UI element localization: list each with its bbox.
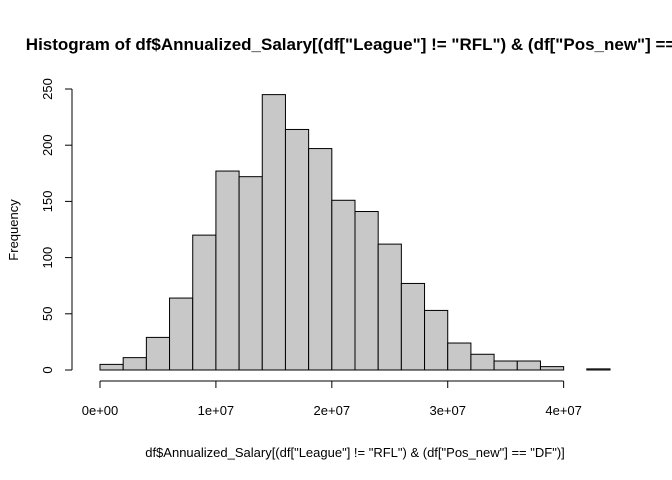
histogram-bar [354,211,379,371]
histogram-bar [586,368,611,371]
histogram-bar [447,342,472,371]
histogram-bar [377,243,402,371]
chart-title: Histogram of df$Annualized_Salary[(df["L… [26,35,672,54]
histogram-bar [493,360,518,371]
histogram-bar [424,309,449,371]
histogram-bar [539,366,565,371]
x-tick-label: 4e+07 [545,403,582,418]
x-tick-label: 3e+07 [429,403,466,418]
histogram-bar [400,282,426,371]
histogram-bar [169,297,194,371]
histogram-bar [192,234,217,371]
histogram-bar [261,94,286,371]
x-axis: 0e+00 1e+07 2e+07 3e+07 4e+07 [82,380,582,418]
x-tick-label: 2e+07 [314,403,351,418]
histogram-bar [122,357,147,371]
x-tick-label: 1e+07 [198,403,235,418]
y-tick-label: 100 [40,247,55,269]
histogram-bar [215,170,240,371]
histogram-bar [145,336,171,371]
histogram-bar [99,363,124,371]
histogram-bar [284,128,310,371]
y-tick-label: 150 [40,191,55,213]
y-tick-label: 0 [40,366,55,373]
histogram-bar [470,353,495,371]
y-tick-label: 250 [40,78,55,100]
histogram-bar [308,148,333,371]
y-axis-label: Frequency [6,199,21,261]
histogram-bars [99,94,611,371]
y-tick-label: 50 [40,307,55,321]
y-axis: 0 50 100 150 200 250 [40,78,73,374]
histogram-bar [331,199,356,371]
histogram-bar [238,176,263,371]
x-axis-label: df$Annualized_Salary[(df["League"] != "R… [145,445,565,460]
y-tick-label: 200 [40,134,55,156]
histogram-bar [516,360,541,371]
x-tick-label: 0e+00 [82,403,119,418]
